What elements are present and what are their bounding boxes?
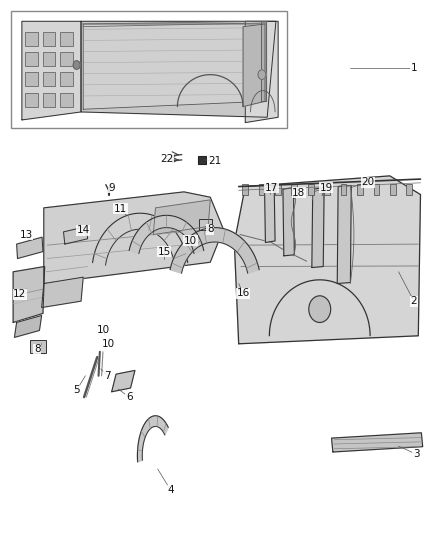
Polygon shape (83, 24, 265, 109)
Polygon shape (312, 188, 324, 268)
Polygon shape (332, 433, 423, 452)
Bar (324, 184, 330, 195)
Text: 10: 10 (102, 339, 115, 349)
Polygon shape (81, 21, 276, 117)
Polygon shape (234, 176, 420, 344)
Text: 18: 18 (292, 188, 305, 198)
Text: 10: 10 (96, 326, 110, 335)
Text: 15: 15 (158, 247, 171, 256)
Bar (25, 93, 38, 107)
Bar (43, 32, 55, 46)
Polygon shape (129, 215, 204, 254)
Polygon shape (112, 370, 135, 392)
Text: 4: 4 (167, 486, 174, 495)
Polygon shape (283, 188, 294, 256)
Circle shape (73, 61, 80, 69)
Polygon shape (14, 316, 42, 337)
Polygon shape (13, 266, 45, 322)
Text: 12: 12 (13, 289, 26, 299)
Polygon shape (42, 277, 83, 308)
Polygon shape (64, 227, 88, 244)
Bar (25, 52, 38, 66)
Polygon shape (153, 200, 210, 235)
Bar (341, 184, 346, 195)
Bar (198, 156, 206, 164)
Bar (390, 184, 396, 195)
Polygon shape (44, 192, 223, 284)
Text: 3: 3 (413, 449, 420, 459)
Bar (43, 72, 55, 86)
Text: 13: 13 (20, 230, 33, 239)
Text: 10: 10 (184, 236, 197, 246)
Polygon shape (17, 237, 43, 259)
Bar (43, 93, 55, 107)
Bar (11, 11, 287, 128)
Polygon shape (337, 185, 351, 284)
Text: 21: 21 (208, 156, 221, 166)
Polygon shape (245, 21, 278, 123)
Bar (60, 32, 73, 46)
Polygon shape (261, 21, 266, 101)
Polygon shape (265, 187, 275, 243)
Polygon shape (170, 228, 259, 273)
Bar (292, 184, 297, 195)
Bar (258, 184, 265, 195)
Text: 17: 17 (265, 183, 278, 192)
Bar (25, 32, 38, 46)
Bar (242, 184, 248, 195)
Text: 11: 11 (114, 204, 127, 214)
Circle shape (258, 70, 266, 79)
Text: 16: 16 (237, 288, 250, 298)
Bar (25, 72, 38, 86)
Text: 6: 6 (126, 392, 133, 402)
Bar (43, 52, 55, 66)
Text: 9: 9 (108, 183, 115, 192)
Bar (406, 184, 412, 195)
Text: 7: 7 (104, 371, 111, 381)
Bar (308, 184, 314, 195)
Text: 8: 8 (207, 224, 214, 234)
Text: 19: 19 (320, 183, 333, 192)
Text: 2: 2 (410, 296, 417, 306)
Text: 20: 20 (361, 177, 374, 187)
Circle shape (309, 296, 331, 322)
Bar (275, 184, 281, 195)
Bar (30, 340, 46, 353)
Bar (374, 184, 379, 195)
Text: 5: 5 (73, 385, 80, 395)
Text: 8: 8 (34, 344, 41, 354)
Bar (357, 184, 363, 195)
Polygon shape (138, 416, 168, 462)
Text: 22: 22 (160, 154, 173, 164)
Bar (60, 52, 73, 66)
Text: 1: 1 (410, 63, 417, 73)
Bar (199, 219, 212, 230)
Bar (60, 72, 73, 86)
Bar (60, 93, 73, 107)
Polygon shape (22, 21, 81, 120)
Text: 14: 14 (77, 225, 90, 235)
Polygon shape (243, 24, 265, 107)
